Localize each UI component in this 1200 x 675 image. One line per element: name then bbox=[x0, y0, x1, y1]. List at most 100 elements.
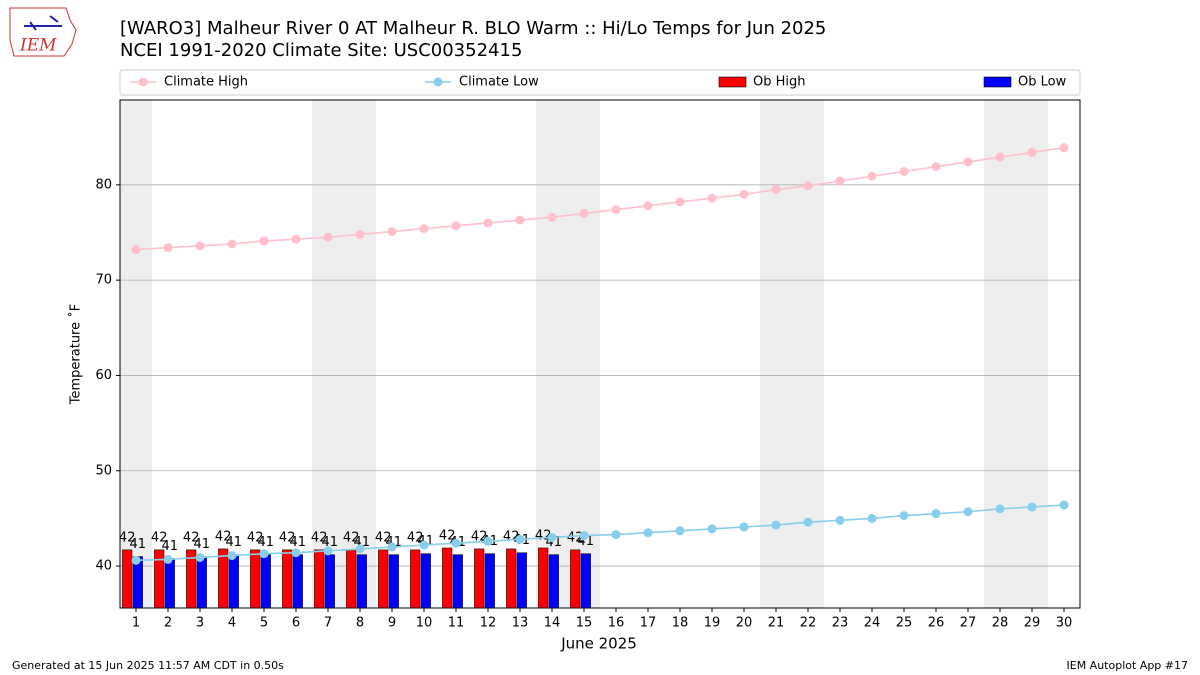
line-marker bbox=[451, 538, 461, 548]
line-marker bbox=[163, 243, 173, 253]
bar-value-label: 42 bbox=[151, 530, 168, 545]
bar bbox=[538, 547, 549, 609]
line-marker bbox=[771, 520, 781, 530]
legend-swatch bbox=[433, 77, 443, 87]
bar bbox=[154, 549, 165, 609]
line-marker bbox=[675, 526, 685, 536]
line-marker bbox=[579, 531, 589, 541]
bar-value-label: 42 bbox=[439, 528, 456, 543]
bar-value-label: 42 bbox=[279, 530, 296, 545]
line-marker bbox=[803, 517, 813, 527]
x-tick-label: 8 bbox=[356, 616, 364, 631]
x-tick-label: 18 bbox=[672, 616, 689, 631]
x-tick-label: 14 bbox=[544, 616, 561, 631]
x-tick-label: 22 bbox=[800, 616, 817, 631]
bar bbox=[314, 549, 325, 609]
line-marker bbox=[867, 171, 877, 181]
line-marker bbox=[515, 215, 525, 225]
y-axis-label: Temperature ˚F bbox=[68, 304, 84, 405]
line-marker bbox=[227, 239, 237, 249]
line-marker bbox=[1059, 500, 1069, 510]
x-tick-label: 28 bbox=[992, 616, 1009, 631]
line-marker bbox=[931, 509, 941, 519]
line-marker bbox=[355, 229, 365, 239]
line-marker bbox=[419, 224, 429, 234]
x-tick-label: 17 bbox=[640, 616, 657, 631]
chart-subtitle: NCEI 1991-2020 Climate Site: USC00352415 bbox=[120, 40, 522, 61]
line-marker bbox=[867, 513, 877, 523]
bar-value-label: 41 bbox=[226, 535, 243, 550]
line-marker bbox=[259, 549, 269, 559]
bar bbox=[484, 553, 495, 609]
x-tick-label: 9 bbox=[388, 616, 396, 631]
line bbox=[135, 146, 1065, 251]
line-marker bbox=[515, 534, 525, 544]
line-marker bbox=[995, 504, 1005, 514]
x-tick-label: 26 bbox=[928, 616, 945, 631]
x-tick-label: 7 bbox=[324, 616, 332, 631]
bar bbox=[346, 549, 357, 609]
line-marker bbox=[323, 232, 333, 242]
bar bbox=[580, 553, 591, 609]
legend-swatch bbox=[138, 77, 148, 87]
line-marker bbox=[835, 515, 845, 525]
logo-icon bbox=[24, 15, 62, 31]
footer-right: IEM Autoplot App #17 bbox=[1067, 659, 1189, 672]
x-tick-label: 6 bbox=[292, 616, 300, 631]
weekend-band bbox=[984, 100, 1016, 608]
line-marker bbox=[195, 241, 205, 251]
y-tick-label: 40 bbox=[95, 559, 112, 574]
bar bbox=[218, 548, 229, 609]
bar bbox=[292, 554, 303, 609]
line-marker bbox=[483, 536, 493, 546]
x-tick-label: 12 bbox=[480, 616, 497, 631]
bar bbox=[410, 549, 421, 609]
legend-label: Ob High bbox=[753, 75, 806, 90]
line-marker bbox=[707, 524, 717, 534]
legend-label: Climate High bbox=[164, 75, 248, 90]
line-marker bbox=[707, 193, 717, 203]
line-marker bbox=[291, 548, 301, 558]
bar bbox=[420, 553, 431, 609]
legend-swatch bbox=[983, 76, 1012, 88]
x-axis-label: June 2025 bbox=[560, 635, 637, 653]
x-tick-label: 4 bbox=[228, 616, 236, 631]
bar bbox=[388, 554, 399, 609]
x-tick-label: 10 bbox=[416, 616, 433, 631]
footer-left: Generated at 15 Jun 2025 11:57 AM CDT in… bbox=[12, 659, 284, 672]
line-marker bbox=[963, 157, 973, 167]
bar-value-label: 42 bbox=[375, 530, 392, 545]
line-marker bbox=[835, 176, 845, 186]
bar bbox=[548, 554, 559, 609]
bar bbox=[516, 552, 527, 609]
line-marker bbox=[163, 554, 173, 564]
line-marker bbox=[803, 181, 813, 191]
line-marker bbox=[131, 555, 141, 565]
bar-value-label: 41 bbox=[290, 535, 307, 550]
x-tick-label: 20 bbox=[736, 616, 753, 631]
x-tick-label: 15 bbox=[576, 616, 593, 631]
x-tick-label: 16 bbox=[608, 616, 625, 631]
x-tick-label: 27 bbox=[960, 616, 977, 631]
bar bbox=[324, 554, 335, 609]
bar bbox=[164, 558, 175, 609]
bar-value-label: 42 bbox=[567, 530, 584, 545]
line-marker bbox=[675, 197, 685, 207]
x-tick-label: 2 bbox=[164, 616, 172, 631]
weekend-band bbox=[792, 100, 824, 608]
x-tick-label: 5 bbox=[260, 616, 268, 631]
legend bbox=[119, 69, 1081, 96]
line-marker bbox=[1027, 147, 1037, 157]
legend-swatch bbox=[718, 76, 747, 88]
line-marker bbox=[323, 546, 333, 556]
x-tick-label: 11 bbox=[448, 616, 465, 631]
bar-value-label: 41 bbox=[258, 535, 275, 550]
line-marker bbox=[291, 234, 301, 244]
bar-value-label: 42 bbox=[215, 529, 232, 544]
y-tick-label: 80 bbox=[95, 177, 112, 192]
bar-value-label: 42 bbox=[471, 529, 488, 544]
line-marker bbox=[451, 221, 461, 231]
bar bbox=[282, 549, 293, 609]
bar bbox=[356, 554, 367, 609]
logo-text: IEM bbox=[19, 36, 57, 56]
